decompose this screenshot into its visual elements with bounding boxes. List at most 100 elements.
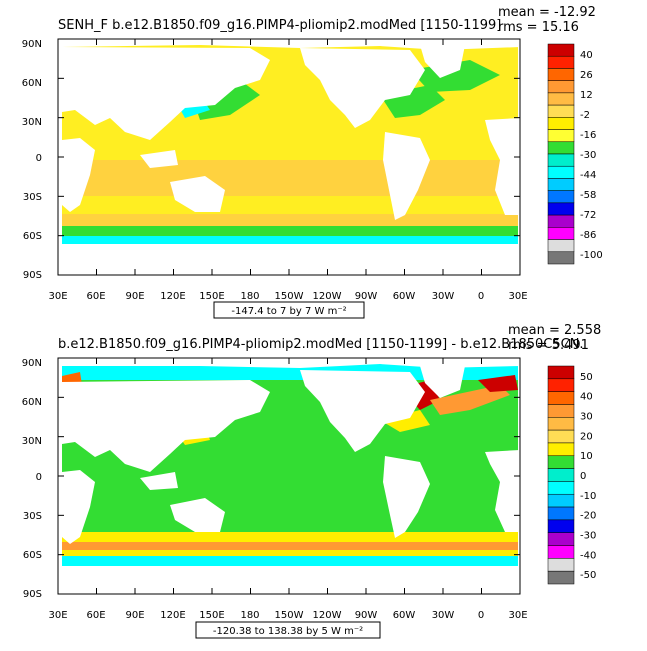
panel-bottom: b.e12.B1850.f09_g16.PIMP4-pliomip2.modMe… (22, 323, 601, 639)
lon-label: 90W (355, 610, 378, 621)
colorbar-swatch (547, 442, 575, 457)
colorbar-label: -100 (580, 250, 603, 261)
lon-label: 150W (275, 610, 304, 621)
panel-bottom-rms: rms = 5.491 (508, 338, 589, 353)
lon-label: 0 (478, 291, 484, 302)
panel-top-colorbar (547, 43, 575, 265)
colorbar-swatch (547, 92, 575, 106)
colorbar-label: -30 (580, 150, 596, 161)
colorbar-label: -2 (580, 110, 590, 121)
panel-bottom-colorbar (547, 365, 575, 585)
colorbar-swatch (547, 43, 575, 57)
lon-label: 30E (508, 610, 527, 621)
colorbar-label: 20 (580, 431, 593, 442)
colorbar-swatch (547, 55, 575, 69)
colorbar-swatch (547, 117, 575, 130)
lon-label: 150W (275, 291, 304, 302)
colorbar-swatch (547, 178, 575, 191)
colorbar-swatch (547, 481, 575, 495)
colorbar-swatch (547, 391, 575, 405)
lon-label: 120W (313, 610, 342, 621)
colorbar-swatch (547, 378, 575, 392)
colorbar-label: 30 (580, 412, 593, 423)
lat-label: 30S (23, 192, 42, 203)
lat-label: 30S (23, 511, 42, 522)
colorbar-swatch (547, 153, 575, 167)
colorbar-swatch (547, 417, 575, 431)
panel-top-mean: mean = -12.92 (498, 5, 596, 20)
panel-bottom-title: b.e12.B1850.f09_g16.PIMP4-pliomip2.modMe… (58, 337, 584, 352)
lat-label: 90N (22, 39, 42, 50)
colorbar-swatch (547, 455, 575, 469)
colorbar-swatch (547, 104, 575, 118)
lon-label: 180 (240, 610, 259, 621)
lat-label: 90S (23, 270, 42, 281)
panel-bottom-range-box (195, 621, 381, 639)
colorbar-label: 40 (580, 392, 593, 403)
lon-label: 60W (393, 291, 416, 302)
panel-bottom-mean: mean = 2.558 (508, 323, 601, 338)
lon-label: 60W (393, 610, 416, 621)
colorbar-swatch (547, 404, 575, 418)
colorbar-label: -86 (580, 230, 596, 241)
colorbar-label: 40 (580, 50, 593, 61)
colorbar-swatch (547, 202, 575, 216)
lat-label: 0 (36, 472, 42, 483)
colorbar-label: 10 (580, 451, 593, 462)
colorbar-swatch (547, 365, 575, 380)
colorbar-label: -40 (580, 550, 596, 561)
colorbar-label: -10 (580, 491, 596, 502)
panel-top-land (62, 39, 520, 275)
colorbar-label: 12 (580, 90, 593, 101)
lat-label: 0 (36, 153, 42, 164)
lon-label: 120E (160, 610, 185, 621)
lon-label: 30E (48, 610, 67, 621)
lat-label: 90N (22, 358, 42, 369)
lon-label: 180 (240, 291, 259, 302)
lon-label: 90E (125, 610, 144, 621)
colorbar-label: -30 (580, 530, 596, 541)
lat-label: 60S (23, 231, 42, 242)
lon-label: 30E (508, 291, 527, 302)
colorbar-swatch (547, 532, 575, 546)
colorbar-swatch (547, 519, 575, 533)
colorbar-swatch (547, 251, 575, 265)
lon-label: 150E (199, 291, 224, 302)
colorbar-swatch (547, 165, 575, 179)
colorbar-swatch (547, 227, 575, 240)
colorbar-swatch (547, 558, 575, 572)
panel-top-map (57, 38, 521, 276)
colorbar-swatch (547, 141, 575, 155)
panel-top-range-label: -147.4 to 7 by 7 W m⁻² (231, 306, 346, 317)
colorbar-label: -58 (580, 190, 596, 201)
colorbar-swatch (547, 570, 575, 585)
lon-label: 60E (86, 610, 105, 621)
colorbar-swatch (547, 190, 575, 204)
colorbar-swatch (547, 239, 575, 253)
colorbar-swatch (547, 493, 575, 508)
colorbar-swatch (547, 468, 575, 482)
colorbar-swatch (547, 129, 575, 143)
colorbar-label: -44 (580, 170, 596, 181)
panel-top: SENH_F b.e12.B1850.f09_g16.PIMP4-pliomip… (22, 5, 603, 319)
colorbar-label: -72 (580, 210, 596, 221)
lon-label: 60E (86, 291, 105, 302)
lat-label: 60S (23, 550, 42, 561)
colorbar-label: 0 (580, 471, 586, 482)
panel-bottom-range-label: -120.38 to 138.38 by 5 W m⁻² (213, 626, 363, 637)
lon-label: 0 (478, 610, 484, 621)
colorbar-swatch (547, 80, 575, 94)
colorbar-label: -16 (580, 130, 596, 141)
colorbar-swatch (547, 214, 575, 228)
lat-label: 30N (22, 436, 42, 447)
colorbar-swatch (547, 545, 575, 559)
panel-top-range-box (213, 301, 365, 319)
lon-label: 120E (160, 291, 185, 302)
colorbar-swatch (547, 429, 575, 444)
colorbar-swatch (547, 68, 575, 81)
panel-bottom-land (58, 358, 520, 594)
lon-label: 90E (125, 291, 144, 302)
colorbar-label: -50 (580, 570, 596, 581)
lon-label: 120W (313, 291, 342, 302)
